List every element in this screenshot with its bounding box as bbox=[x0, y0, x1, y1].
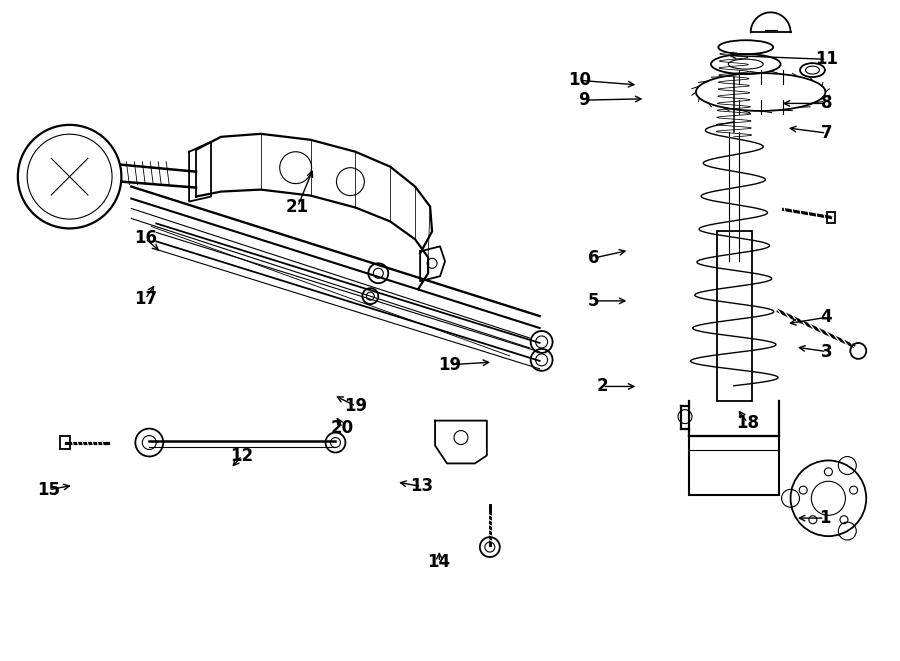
Text: 12: 12 bbox=[230, 447, 254, 465]
Text: 20: 20 bbox=[331, 419, 354, 437]
Text: 1: 1 bbox=[819, 509, 831, 527]
Text: 15: 15 bbox=[37, 481, 60, 499]
Text: 11: 11 bbox=[814, 50, 838, 68]
Bar bbox=[717, 231, 752, 401]
Text: 19: 19 bbox=[438, 356, 462, 373]
Text: 3: 3 bbox=[821, 342, 833, 360]
Text: 9: 9 bbox=[579, 91, 590, 109]
Text: 6: 6 bbox=[588, 249, 599, 267]
Text: 14: 14 bbox=[428, 553, 451, 571]
Bar bbox=[827, 212, 835, 223]
Bar bbox=[689, 436, 778, 495]
Text: 17: 17 bbox=[134, 290, 157, 308]
Text: 18: 18 bbox=[736, 414, 759, 432]
Text: 16: 16 bbox=[134, 229, 157, 247]
Text: 19: 19 bbox=[345, 397, 367, 415]
Text: 7: 7 bbox=[821, 124, 833, 142]
Text: 13: 13 bbox=[410, 477, 433, 496]
Text: 10: 10 bbox=[569, 71, 591, 89]
Text: 21: 21 bbox=[286, 198, 310, 215]
Text: 4: 4 bbox=[821, 308, 833, 327]
Text: 5: 5 bbox=[588, 292, 599, 310]
Text: 8: 8 bbox=[821, 95, 833, 112]
Text: 2: 2 bbox=[597, 377, 608, 395]
